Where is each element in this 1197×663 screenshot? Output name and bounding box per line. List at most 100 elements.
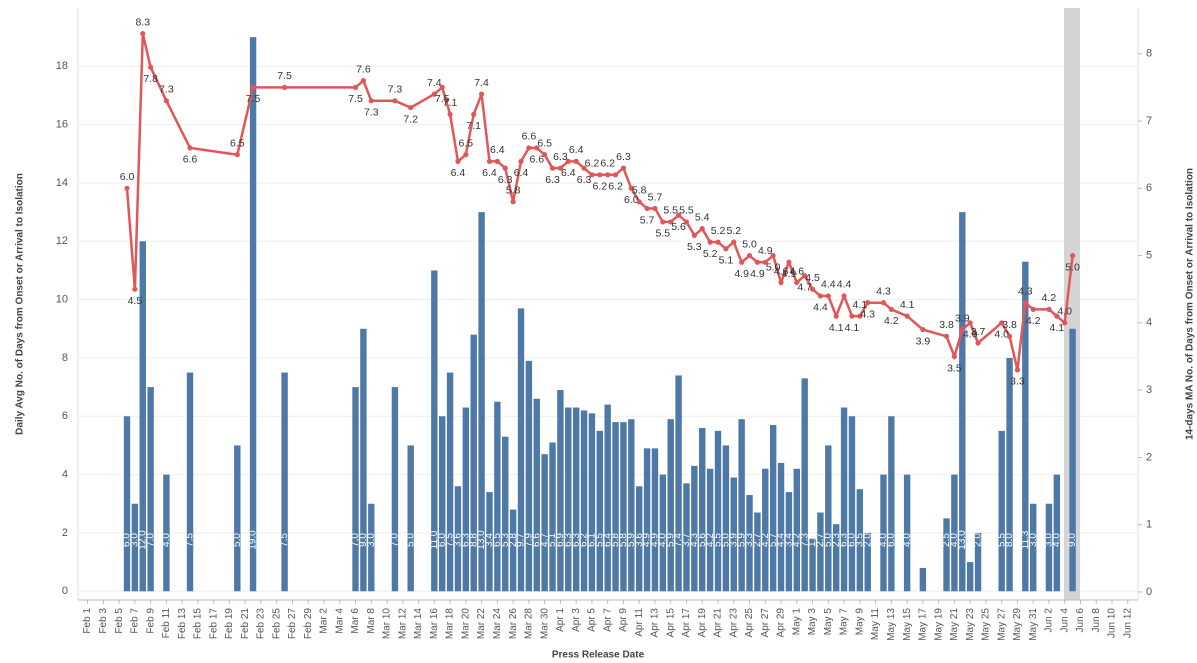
line-value-label: 6.5	[230, 137, 245, 149]
line-value-label: 5.5	[663, 205, 678, 217]
y2-tick-label: 8	[1146, 48, 1152, 60]
x-axis-title: Press Release Date	[552, 650, 645, 661]
bar-value-label: 6.0	[122, 533, 133, 547]
line-value-label: 7.2	[403, 113, 418, 125]
line-point	[731, 239, 737, 245]
line-point	[494, 158, 500, 164]
x-tick-label: Feb 5	[114, 608, 125, 634]
bar-value-label: 3.5	[854, 533, 865, 547]
bar	[769, 425, 777, 592]
bar	[722, 445, 730, 592]
y2-axis-title: 14-days MA No. of Days from Onset or Arr…	[1185, 168, 1196, 440]
highlight-band	[1064, 8, 1080, 600]
line-point	[455, 158, 461, 164]
line-value-label: 6.5	[459, 137, 474, 149]
line-value-label: 4.3	[876, 285, 891, 297]
bar-value-label: 4.9	[650, 533, 661, 547]
bar-value-label: 7.0	[390, 533, 401, 547]
line-point	[794, 279, 800, 286]
x-tick-label: Mar 18	[445, 608, 456, 640]
bar-value-label: 2.7	[815, 533, 826, 547]
bar-value-label: 4.9	[642, 533, 653, 547]
line-point	[1006, 333, 1013, 339]
bar-value-label: 3.4	[484, 533, 495, 547]
bar-value-label: 2.0	[862, 533, 873, 547]
x-tick-label: Jun 2	[1044, 608, 1055, 633]
bar	[281, 372, 288, 592]
x-tick-label: Feb 17	[208, 608, 219, 640]
x-tick-label: Mar 16	[429, 608, 440, 640]
line-value-label: 4.0	[994, 329, 1009, 341]
line-point	[187, 145, 193, 151]
line-value-label: 5.7	[640, 214, 655, 226]
x-tick-label: Feb 21	[240, 608, 251, 640]
x-tick-label: Feb 7	[130, 608, 141, 634]
line-point	[124, 185, 130, 191]
line-value-label: 6.0	[624, 194, 639, 206]
y-tick-label: 2	[62, 527, 68, 539]
line-value-label: 4.1	[900, 299, 915, 311]
line-value-label: 4.9	[734, 268, 749, 280]
y-axis-title: Daily Avg No. of Days from Onset or Arri…	[15, 173, 26, 435]
bar-value-label: 4.0	[657, 533, 668, 547]
bar	[730, 477, 737, 592]
line-value-label: 7.1	[443, 97, 458, 109]
bar	[951, 474, 958, 592]
line-value-label: 5.3	[687, 241, 702, 253]
line-point	[754, 259, 761, 265]
bar	[454, 486, 462, 592]
line-point	[809, 286, 816, 292]
line-point	[392, 98, 398, 104]
line-point	[526, 145, 532, 151]
bar	[565, 407, 572, 592]
x-tick-label: May 11	[870, 608, 881, 640]
bar-value-label: 6.3	[563, 533, 574, 547]
y2-tick-label: 5	[1146, 249, 1152, 261]
line-value-label: 5.1	[719, 255, 734, 267]
line	[125, 33, 1074, 371]
y2-tick-label: 6	[1146, 182, 1152, 194]
line-value-label: 3.8	[1002, 319, 1017, 331]
line-point	[849, 313, 855, 319]
line-point	[739, 259, 745, 265]
bar	[856, 489, 864, 592]
line-value-label: 7.8	[143, 73, 158, 85]
y-tick-label: 0	[62, 585, 68, 597]
x-tick-label: May 27	[996, 608, 1007, 641]
x-tick-label: May 21	[949, 608, 960, 641]
line-value-label: 5.2	[703, 248, 718, 260]
line-value-label: 7.1	[466, 120, 481, 132]
x-tick-label: Apr 7	[602, 608, 613, 632]
x-tick-label: Mar 2	[319, 608, 330, 634]
bar-value-label: 7.3	[799, 533, 810, 547]
line-point	[612, 172, 619, 178]
line-point	[652, 205, 658, 212]
bar-value-label: 5.3	[500, 533, 511, 547]
bar	[675, 375, 682, 592]
line-value-label: 3.9	[916, 335, 931, 347]
bar-value-label: 4.4	[776, 533, 787, 547]
bar	[139, 241, 146, 592]
line-value-label: 4.3	[1018, 285, 1033, 297]
line-value-label: 7.3	[388, 84, 403, 96]
x-tick-label: Jun 4	[1059, 608, 1070, 633]
bar-value-label: 5.8	[618, 533, 629, 547]
bar-value-label: 3.0	[366, 533, 377, 547]
line-value-label: 5.5	[656, 228, 671, 240]
bar-value-label: 11.0	[429, 530, 440, 549]
line-point	[471, 111, 477, 117]
x-tick-label: Apr 11	[634, 608, 645, 637]
bar	[1006, 357, 1013, 592]
bar-value-label: 3.0	[1028, 533, 1039, 547]
line-point	[502, 165, 508, 171]
line-point	[534, 145, 540, 151]
y-tick-label: 18	[56, 60, 68, 72]
bar	[163, 474, 170, 592]
line-point	[951, 353, 958, 360]
line-value-label: 4.0	[963, 329, 978, 341]
x-tick-label: Mar 8	[366, 608, 377, 634]
x-tick-label: Apr 25	[744, 608, 755, 638]
x-tick-label: Mar 4	[334, 608, 345, 634]
bar-value-label: 5.0	[232, 533, 243, 547]
line-value-label: 5.8	[632, 185, 647, 197]
